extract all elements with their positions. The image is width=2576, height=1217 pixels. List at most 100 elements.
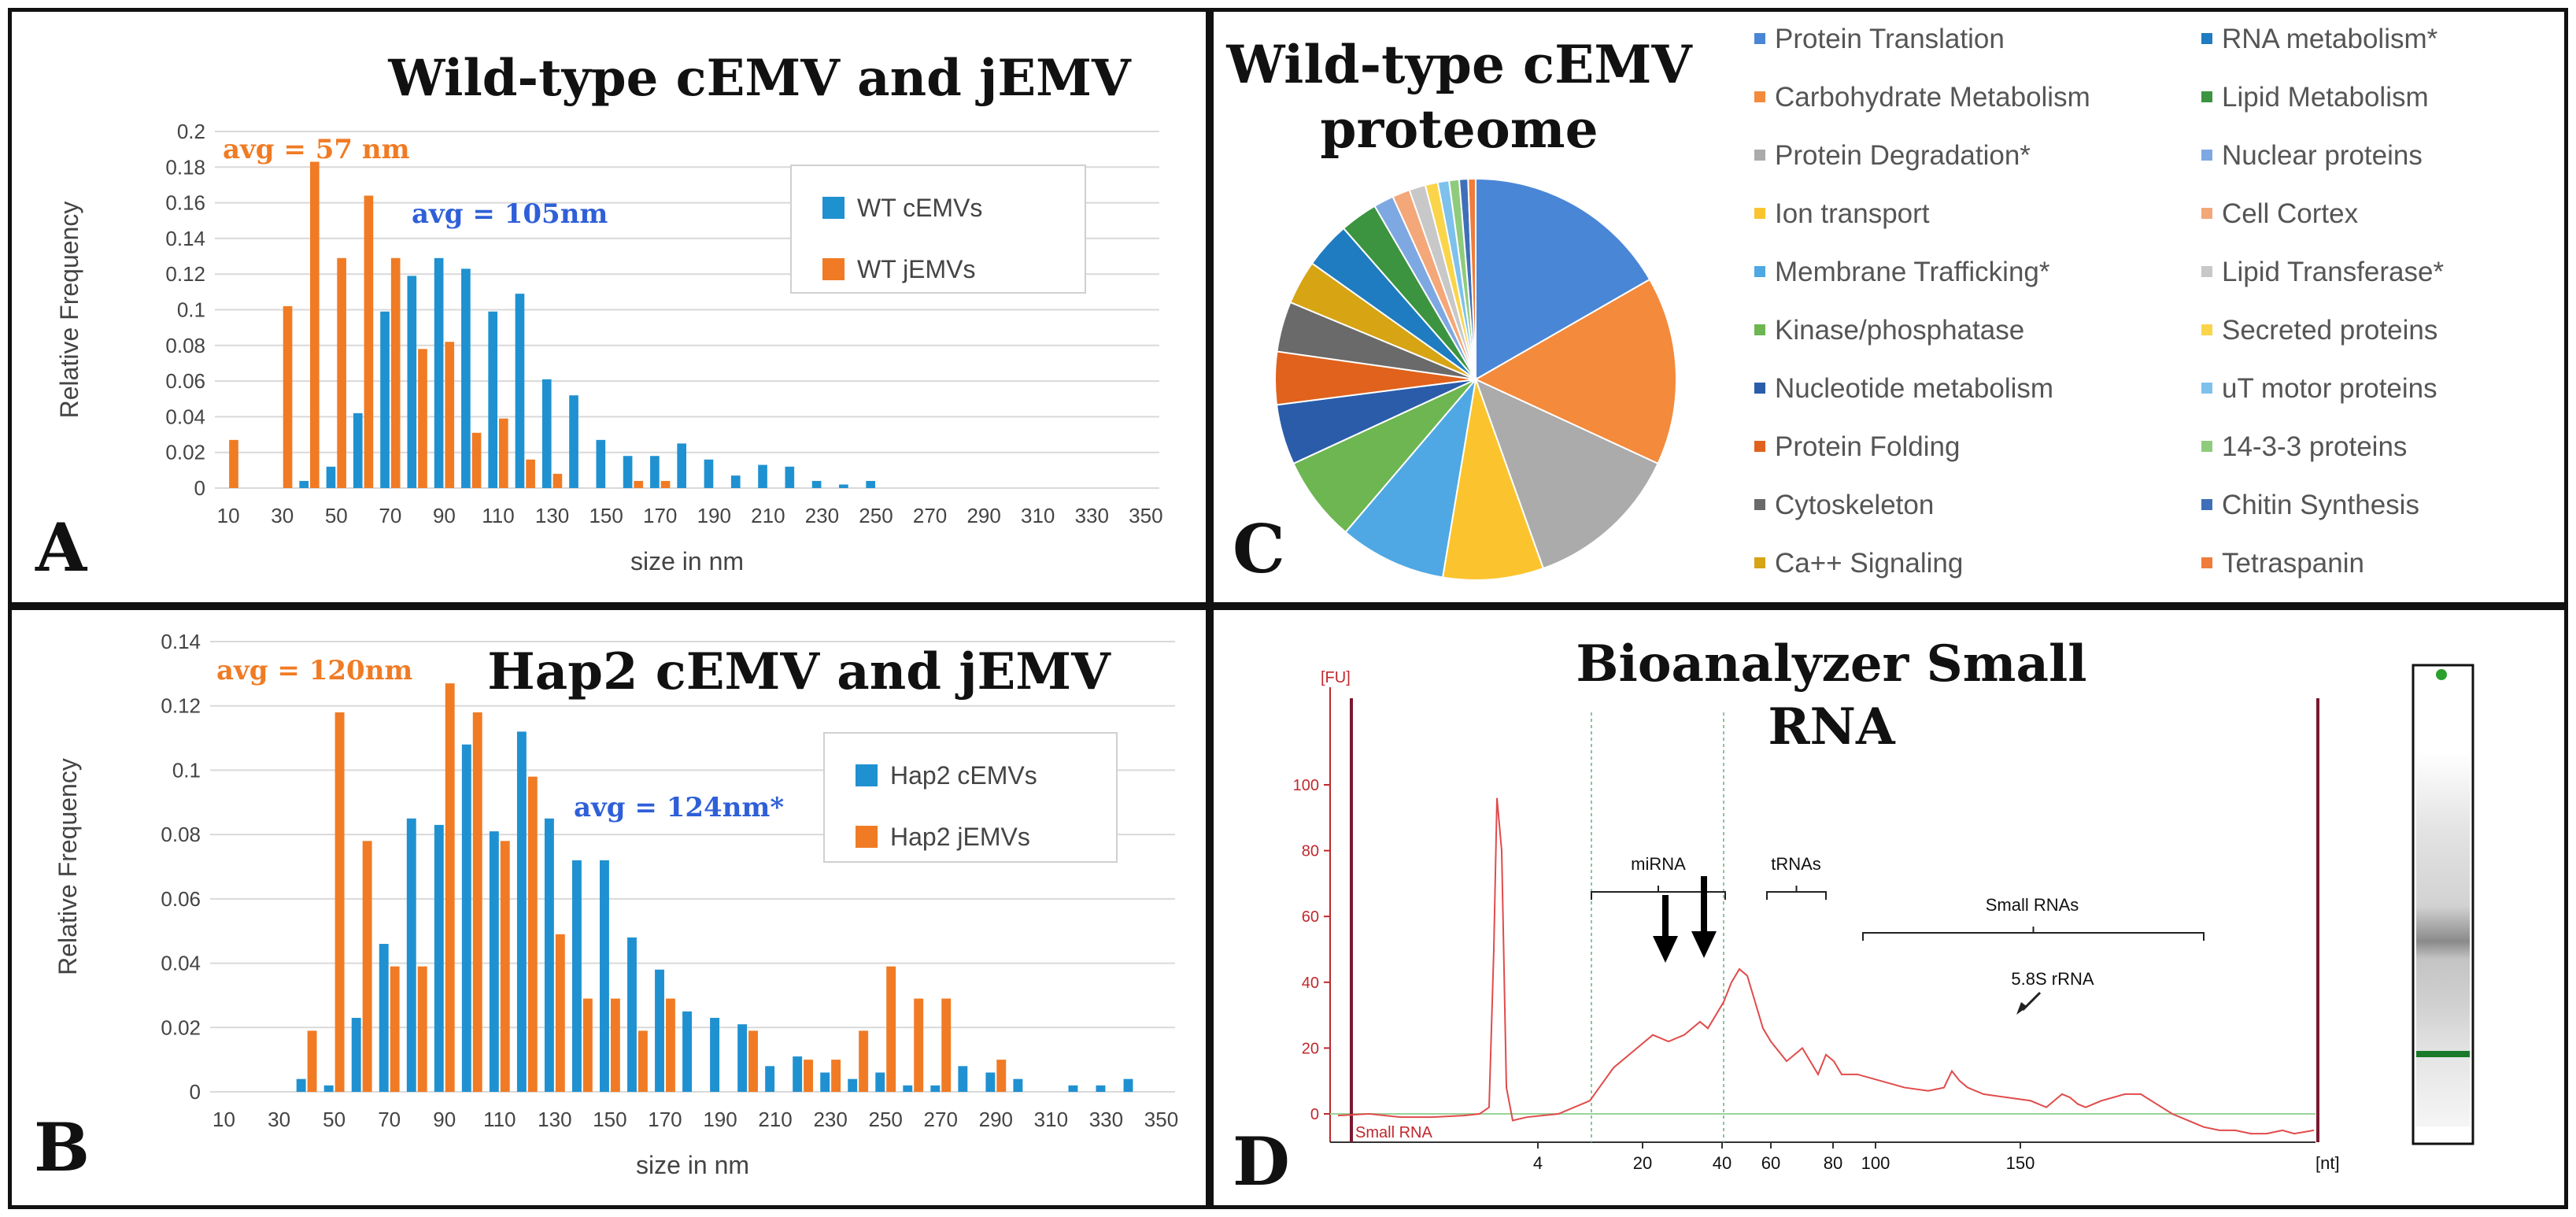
legend-label: 14-3-3 proteins (2222, 431, 2407, 462)
chart-title: Bioanalyzer Small (1576, 634, 2086, 694)
y-tick-label: 0.1 (177, 298, 205, 322)
x-tick-label: 150 (2006, 1153, 2035, 1173)
bar-cemv (461, 744, 471, 1092)
x-tick-label: 250 (869, 1108, 903, 1131)
y-tick-label: 0 (194, 476, 205, 500)
y-tick-label: 0.2 (177, 120, 205, 143)
legend-swatch (2201, 499, 2212, 510)
chart-title: Hap2 cEMV and jEMV (487, 642, 1111, 701)
panel-c: C Wild-type cEMV proteome Protein Translati… (1210, 8, 2568, 606)
arrow-58s-head (2016, 1002, 2027, 1015)
bar-jemv (634, 480, 644, 488)
avg-annotation: avg = 105nm (412, 198, 608, 230)
bar-cemv (704, 459, 714, 488)
pie-slice (1467, 177, 1476, 380)
bar-jemv (307, 1030, 317, 1092)
legend-swatch (1754, 208, 1765, 219)
bar-cemv (515, 294, 525, 488)
bar-cemv (765, 1066, 775, 1092)
legend-swatch (2201, 324, 2212, 335)
annotation-58s: 5.8S rRNA (2011, 969, 2094, 989)
legend-label: Carbohydrate Metabolism (1775, 82, 2090, 113)
x-tick-label: 330 (1075, 504, 1109, 527)
legend-label: Ion transport (1775, 198, 1930, 229)
legend-label: RNA metabolism* (2222, 24, 2438, 54)
legend-label: Cell Cortex (2222, 198, 2359, 229)
bar-jemv (555, 934, 565, 1092)
legend-swatch (2201, 441, 2212, 452)
legend-swatch (822, 197, 844, 219)
x-tick-label: 40 (1713, 1153, 1732, 1173)
gel-dot (2436, 669, 2447, 680)
bar-cemv (677, 443, 686, 488)
bar-cemv (326, 466, 336, 488)
chart-title: proteome (1320, 98, 1598, 160)
mirna-arrow-head (1691, 931, 1717, 958)
legend-label: Kinase/phosphatase (1775, 315, 2024, 346)
bar-cemv (839, 484, 848, 488)
bar-jemv (417, 966, 427, 1092)
bar-jemv (364, 195, 374, 489)
legend-swatch (856, 764, 878, 786)
legend-swatch (1754, 499, 1765, 510)
bar-jemv (472, 712, 482, 1092)
bar-cemv (353, 412, 363, 488)
bar-cemv (793, 1056, 803, 1092)
legend-label: WT cEMVs (857, 194, 982, 222)
legend-label: Chitin Synthesis (2222, 490, 2419, 520)
legend-label: Protein Folding (1775, 431, 1960, 462)
bar-cemv (434, 257, 444, 488)
bar-cemv (710, 1018, 720, 1092)
y-tick-label: 0.02 (161, 1015, 201, 1039)
bar-jemv (445, 683, 455, 1092)
bar-jemv (500, 841, 510, 1092)
x-tick-label: 210 (751, 504, 785, 527)
legend-label: Lipid Transferase* (2222, 257, 2444, 287)
y-tick-label: 60 (1302, 908, 1319, 926)
chart-title: RNA (1768, 697, 1896, 756)
legend-label: Nuclear proteins (2222, 140, 2423, 171)
bar-jemv (748, 1030, 758, 1092)
bar-cemv (596, 439, 606, 488)
panel-letter-c: C (1233, 510, 1285, 588)
bar-cemv (541, 379, 552, 488)
bar-cemv (571, 860, 582, 1092)
bar-cemv (1068, 1085, 1078, 1092)
y-tick-label: 40 (1302, 975, 1319, 992)
legend-swatch (2201, 208, 2212, 219)
y-tick-label: 0.16 (165, 191, 205, 215)
legend-swatch (1754, 557, 1765, 568)
bar-jemv (886, 966, 896, 1092)
bar-cemv (875, 1072, 885, 1092)
legend-label: Cytoskeleton (1775, 490, 1934, 520)
bar-jemv (638, 1030, 648, 1092)
bar-jemv (526, 459, 535, 488)
pie-slice (1475, 177, 1651, 381)
pie-slice (1473, 278, 1677, 465)
x-tick-label: 150 (589, 504, 623, 527)
bar-cemv (1096, 1085, 1106, 1092)
y-tick-label: 80 (1302, 843, 1319, 860)
bar-jemv (337, 257, 346, 488)
legend-label: Ca++ Signaling (1775, 548, 1963, 579)
x-tick-label: 110 (483, 1108, 516, 1131)
bar-cemv (758, 464, 767, 488)
bar-cemv (544, 818, 554, 1092)
panel-letter-a: A (35, 509, 88, 586)
bar-jemv (660, 480, 671, 488)
bar-cemv (461, 268, 471, 488)
bar-cemv (406, 818, 416, 1092)
x-tick-label: 20 (1633, 1153, 1652, 1173)
bracket-small-rnas (1862, 927, 2205, 941)
avg-annotation: avg = 57 nm (223, 134, 410, 165)
bar-cemv (379, 944, 389, 1092)
mirna-arrow-head (1653, 936, 1678, 963)
x-tick-label: 30 (271, 504, 294, 527)
bar-cemv (351, 1018, 361, 1092)
x-tick-label: 330 (1089, 1108, 1123, 1131)
legend-swatch (2201, 266, 2212, 277)
x-tick-label: 30 (268, 1108, 290, 1131)
bar-jemv (804, 1060, 814, 1092)
bar-jemv (914, 998, 924, 1092)
